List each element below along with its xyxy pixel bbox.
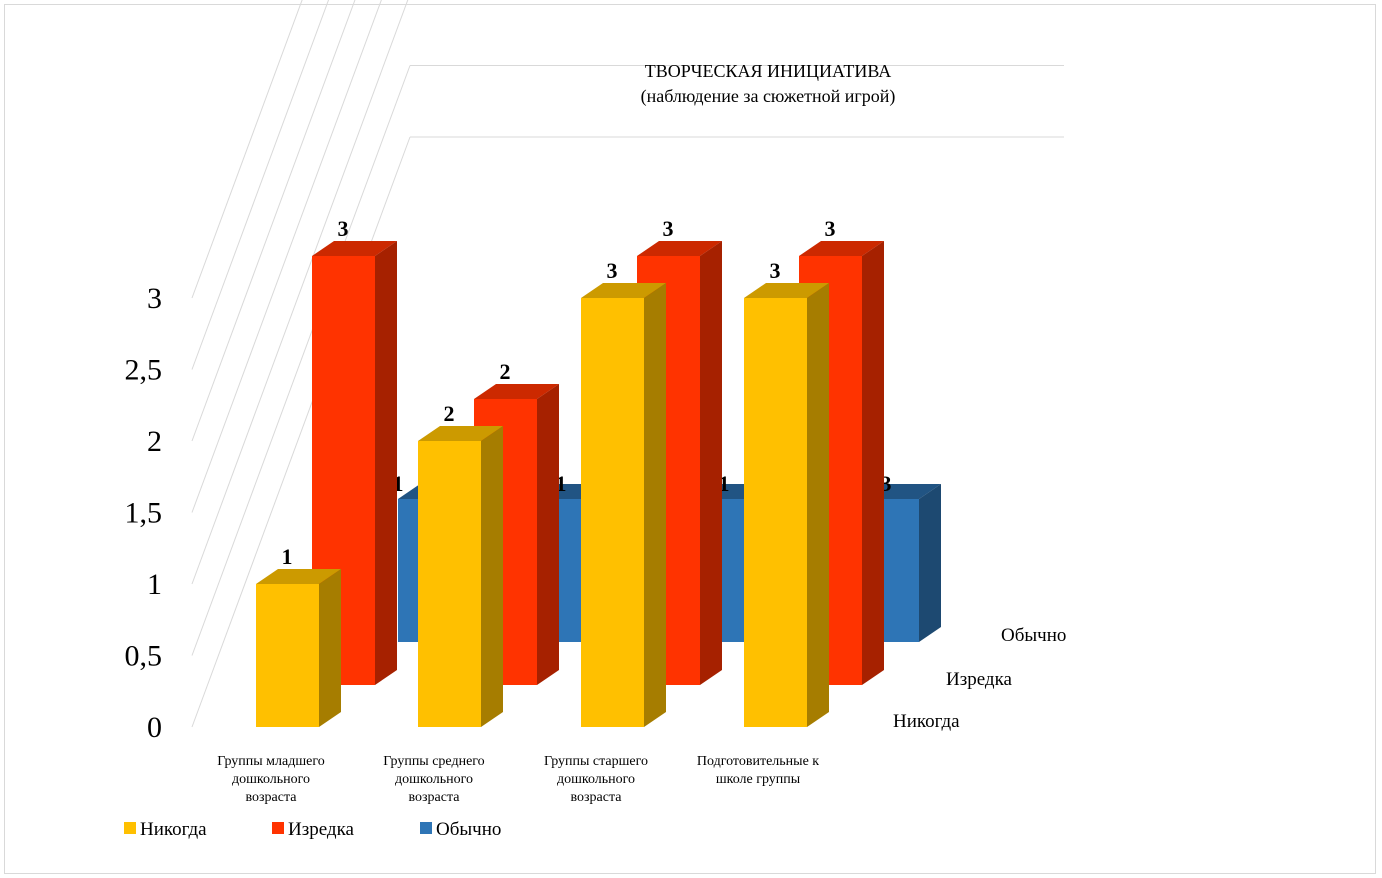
legend-label: Никогда <box>140 819 207 840</box>
bar-rare-side <box>375 241 397 685</box>
depth-axis-label: Обычно <box>1001 625 1066 646</box>
y-tick-label: 2 <box>147 425 162 458</box>
bar-never-top <box>418 426 503 441</box>
legend-swatch <box>420 822 432 834</box>
category-label: Группы старшего <box>544 754 648 769</box>
data-label: 3 <box>607 258 618 283</box>
depth-axis-label: Никогда <box>893 711 960 732</box>
y-tick-label: 1 <box>147 568 162 601</box>
bar-rare-top <box>637 241 722 256</box>
gridline-diagonal <box>191 0 356 442</box>
gridline-diagonal <box>191 0 303 299</box>
bar-never <box>418 441 481 727</box>
data-label: 2 <box>500 359 511 384</box>
data-label: 2 <box>444 401 455 426</box>
gridline-diagonal <box>191 65 411 656</box>
bar-never-top <box>256 569 341 584</box>
data-label: 3 <box>338 216 349 241</box>
chart-subtitle: (наблюдение за сюжетной игрой) <box>641 86 896 107</box>
category-label: дошкольного <box>232 772 310 787</box>
gridline-diagonal <box>191 0 382 513</box>
bar-never-side <box>319 569 341 727</box>
bar-never-top <box>581 283 666 298</box>
y-tick-label: 0 <box>147 711 162 744</box>
data-label: 1 <box>556 471 567 496</box>
data-label: 3 <box>770 258 781 283</box>
bar-rare-top <box>312 241 397 256</box>
category-label: Подготовительные к <box>697 754 819 769</box>
data-label: 1 <box>719 471 730 496</box>
data-label: 1 <box>282 544 293 569</box>
bar-never-side <box>481 426 503 727</box>
y-tick-label: 3 <box>147 282 162 315</box>
bar-side <box>919 484 941 642</box>
y-tick-label: 1,5 <box>125 497 163 530</box>
category-label: дошкольного <box>395 772 473 787</box>
data-label: 3 <box>825 216 836 241</box>
legend-swatch <box>124 822 136 834</box>
bar-rare-top <box>799 241 884 256</box>
category-label: школе группы <box>716 772 801 787</box>
chart-title: ТВОРЧЕСКАЯ ИНИЦИАТИВА <box>645 61 892 81</box>
bar-rare-side <box>862 241 884 685</box>
y-tick-label: 2,5 <box>125 354 163 387</box>
category-label: возраста <box>409 790 461 805</box>
y-tick-label: 0,5 <box>125 640 163 673</box>
category-label: Группы младшего <box>217 754 325 769</box>
bar-rare-side <box>537 384 559 685</box>
bar-never-side <box>807 283 829 727</box>
category-label: возраста <box>571 790 623 805</box>
depth-axis-label: Изредка <box>946 669 1013 690</box>
bar-never <box>256 584 319 727</box>
legend-swatch <box>272 822 284 834</box>
gridline-diagonal <box>191 0 330 370</box>
gridline-diagonal <box>191 0 409 585</box>
category-label: Группы среднего <box>383 754 484 769</box>
bar-never-top <box>744 283 829 298</box>
category-label: дошкольного <box>557 772 635 787</box>
data-label: 1 <box>393 471 404 496</box>
bar-rare-top <box>474 384 559 399</box>
data-label: 3 <box>663 216 674 241</box>
data-label: 3 <box>881 471 892 496</box>
gridline-diagonal <box>191 136 411 728</box>
bar-rare-side <box>700 241 722 685</box>
category-label: возраста <box>246 790 298 805</box>
legend-label: Обычно <box>436 819 501 840</box>
bar-never <box>581 298 644 727</box>
legend-label: Изредка <box>288 819 355 840</box>
bar-never-side <box>644 283 666 727</box>
bar-never <box>744 298 807 727</box>
